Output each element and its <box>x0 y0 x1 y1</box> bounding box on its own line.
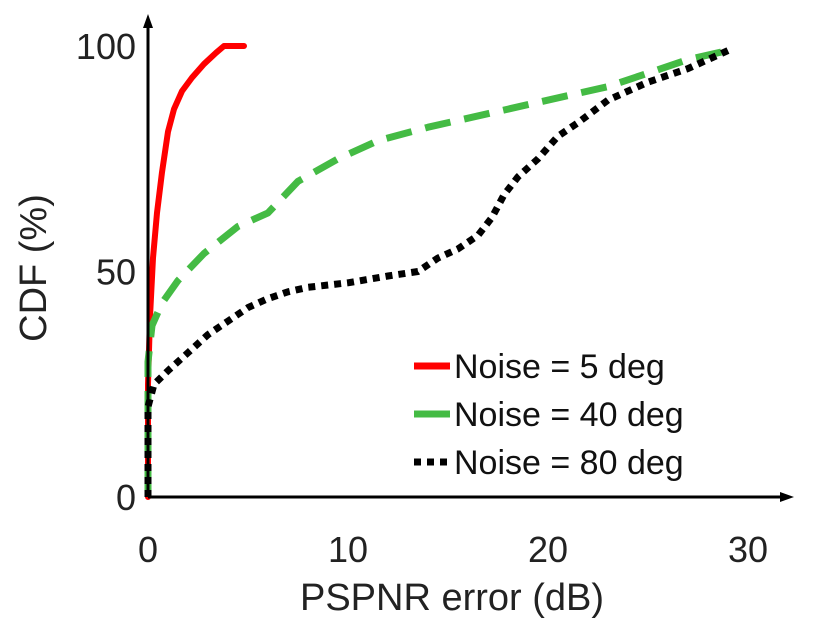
y-tick-label: 50 <box>96 252 136 293</box>
x-axis-title: PSPNR error (dB) <box>300 577 604 619</box>
series-line-3 <box>144 47 730 497</box>
x-tick-label: 10 <box>328 529 368 570</box>
tick-labels: 0 10 20 30 0 50 100 <box>76 26 768 570</box>
series-line-1 <box>145 43 247 500</box>
y-tick-label: 100 <box>76 26 136 67</box>
series-layer <box>144 43 730 500</box>
x-tick-label: 0 <box>138 529 158 570</box>
x-axis-arrow <box>780 492 794 502</box>
legend-label-2: Noise = 40 deg <box>454 396 684 434</box>
x-tick-label: 20 <box>528 529 568 570</box>
y-axis-arrow <box>143 14 153 28</box>
legend-label-1: Noise = 5 deg <box>454 348 665 386</box>
y-tick-label: 0 <box>116 477 136 518</box>
y-axis-title: CDF (%) <box>13 194 55 342</box>
legend: Noise = 5 deg Noise = 40 deg Noise = 80 de… <box>414 348 684 482</box>
x-tick-label: 30 <box>728 529 768 570</box>
legend-label-3: Noise = 80 deg <box>454 444 684 482</box>
axes <box>143 14 794 502</box>
